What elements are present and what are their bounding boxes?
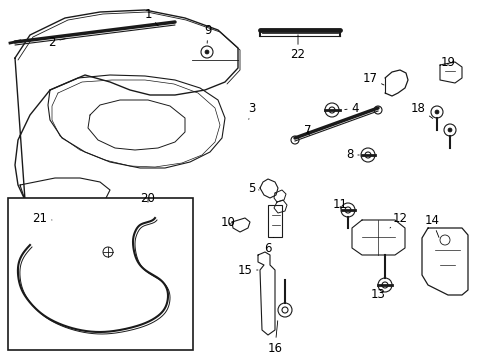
Text: 8: 8 xyxy=(346,148,359,162)
Text: 2: 2 xyxy=(48,36,65,49)
Text: 10: 10 xyxy=(220,216,235,229)
Text: 17: 17 xyxy=(362,72,383,85)
Text: 15: 15 xyxy=(237,264,258,276)
Text: 7: 7 xyxy=(304,123,311,136)
Text: 12: 12 xyxy=(389,211,407,228)
Text: 18: 18 xyxy=(410,102,432,118)
Text: 6: 6 xyxy=(264,238,273,255)
Text: 22: 22 xyxy=(290,35,305,62)
Text: 21: 21 xyxy=(32,211,52,225)
Text: 1: 1 xyxy=(144,8,158,26)
Text: 5: 5 xyxy=(248,181,259,194)
Circle shape xyxy=(434,110,438,114)
Text: 13: 13 xyxy=(370,285,385,302)
Bar xyxy=(267,205,282,237)
Text: 14: 14 xyxy=(424,213,439,237)
Text: 3: 3 xyxy=(248,102,255,119)
Text: 20: 20 xyxy=(140,192,155,204)
Text: 11: 11 xyxy=(332,198,347,211)
Text: 16: 16 xyxy=(267,321,282,355)
Text: 9: 9 xyxy=(204,23,211,43)
Bar xyxy=(8,198,193,350)
Circle shape xyxy=(447,128,451,132)
Circle shape xyxy=(204,50,208,54)
Text: 19: 19 xyxy=(440,55,454,68)
Text: 4: 4 xyxy=(344,102,358,114)
